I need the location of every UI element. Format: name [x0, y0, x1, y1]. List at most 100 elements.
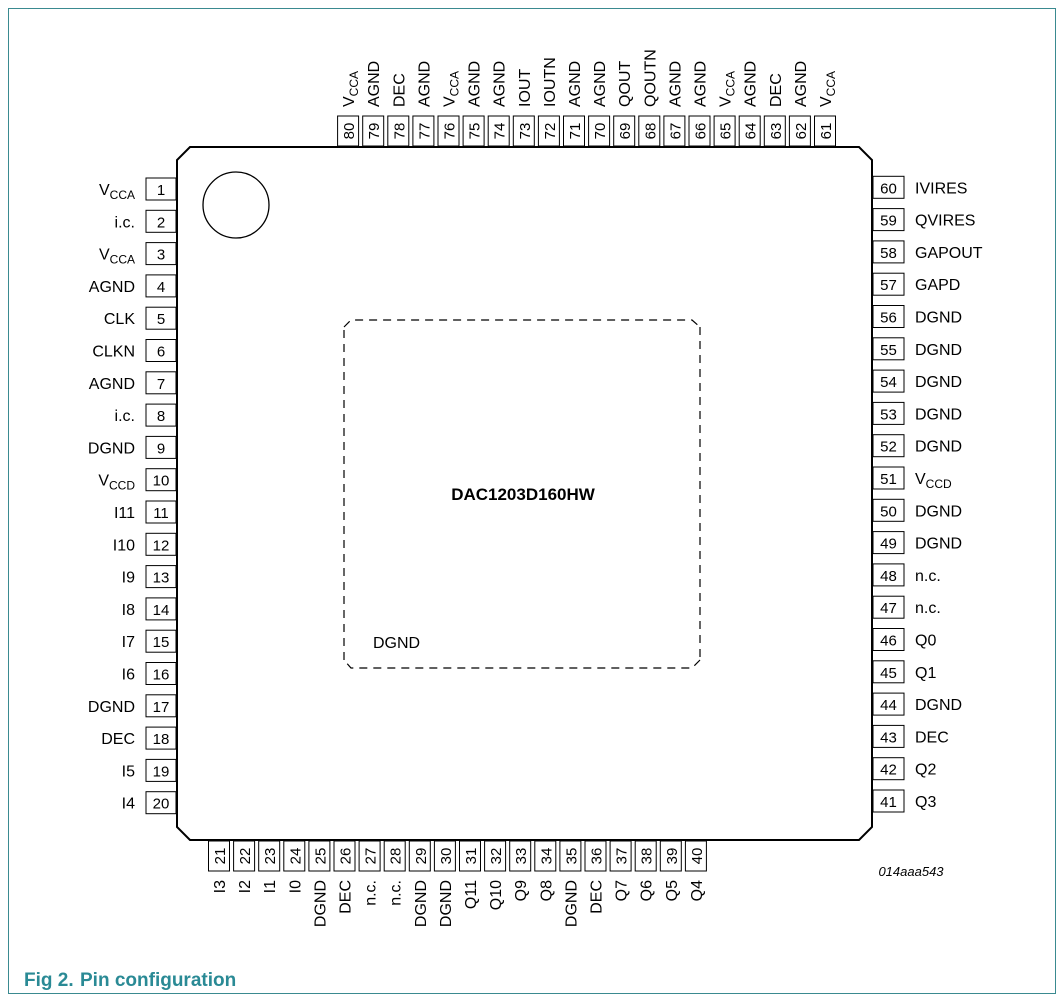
pin-box [872, 724, 905, 748]
pin-name-subscript: CCA [448, 71, 462, 96]
pin-name-subscript: CCA [824, 71, 838, 96]
pin-number: 39 [664, 848, 681, 865]
pin-6: 6 CLKN [92, 339, 177, 362]
pin-number: 43 [880, 729, 897, 746]
pin-number: 21 [212, 848, 229, 865]
pin-name: VCCD [915, 471, 952, 491]
pin-name: DEC [391, 73, 408, 107]
pin-56: 56 DGND [872, 305, 962, 328]
pin-67: 67 AGND [663, 61, 686, 147]
pin-23: 23 I1 [258, 840, 281, 893]
pin-name: QOUT [617, 61, 634, 107]
pin-number: 9 [157, 440, 165, 457]
pin-60: 60 IVIRES [872, 175, 967, 199]
pin-box [537, 115, 560, 147]
pin-box [534, 840, 557, 872]
pin-name: IVIRES [915, 180, 967, 197]
pin-number: 28 [388, 848, 405, 865]
pin-box [308, 840, 331, 872]
pin-name: I5 [122, 763, 135, 780]
pin-number: 41 [880, 794, 897, 811]
pin-1: 1 VCCA [99, 177, 177, 202]
pin-3: 3 VCCA [99, 242, 177, 267]
pin-box [872, 369, 905, 393]
pin-49: 49 DGND [872, 531, 962, 555]
pin-box [872, 531, 905, 555]
pin-68: 68 QOUTN [638, 49, 661, 147]
pin-box [872, 305, 905, 328]
pin-44: 44 DGND [872, 692, 962, 716]
pin-name: n.c. [915, 600, 941, 617]
pin-name: DGND [88, 440, 135, 457]
pin-number: 17 [153, 699, 170, 716]
pin-number: 2 [157, 214, 165, 231]
pin-box [872, 401, 905, 425]
pin-59: 59 QVIRES [872, 208, 975, 232]
pin-62: 62 AGND [788, 61, 811, 147]
chip-name: DAC1203D160HW [451, 485, 596, 504]
pin-name: VCCA [341, 71, 361, 107]
pin-name: Q11 [463, 880, 480, 909]
pin-name: QVIRES [915, 213, 975, 230]
pin-name: DEC [915, 729, 949, 746]
pin-box [814, 115, 836, 147]
pin-number: 46 [880, 633, 897, 650]
pin-48: 48 n.c. [872, 563, 941, 587]
pin-number: 74 [492, 123, 509, 140]
pin-box [145, 791, 177, 815]
pin-name: DGND [438, 880, 455, 927]
pin-61: 61 VCCA [814, 71, 838, 147]
pin-number: 45 [880, 665, 897, 682]
pin-name: DEC [338, 880, 355, 914]
pin-77: 77 AGND [412, 61, 435, 147]
pin-box [145, 629, 177, 653]
pin-box [145, 306, 177, 330]
pin-number: 54 [880, 374, 897, 391]
pin-35: 35 DGND [559, 840, 582, 927]
pin-box [659, 840, 682, 872]
pin-box [337, 115, 360, 147]
pin-31: 31 Q11 [459, 840, 481, 909]
pin-name: Q1 [915, 665, 936, 682]
pin-name: AGND [567, 61, 584, 107]
pin-box [412, 115, 435, 147]
pin-name: I0 [287, 880, 304, 893]
pin-number: 60 [880, 180, 897, 197]
pin-53: 53 DGND [872, 401, 962, 425]
pin-name: I4 [122, 796, 135, 813]
pin-51: 51 VCCD [872, 466, 952, 491]
pin-name: VCCA [99, 182, 135, 202]
pin-name: AGND [793, 61, 810, 107]
pin-number: 12 [153, 537, 170, 554]
pin-box [462, 115, 485, 147]
pin-box [283, 840, 306, 872]
pin-name: I7 [122, 634, 135, 651]
left-pins: 1 VCCA 2 i.c. 3 VCCA 4 AGND 5 CLK 6 CLKN 7 AGND 8 i.c. 9… [88, 177, 177, 815]
pin-number: 64 [743, 123, 760, 140]
pin-14: 14 I8 [122, 597, 177, 621]
pin-number: 16 [153, 667, 170, 684]
pin-number: 79 [366, 123, 383, 140]
pin-box [145, 597, 177, 621]
pin-box [872, 466, 905, 490]
pin-number: 67 [667, 123, 684, 140]
pin-box [713, 115, 736, 147]
pin-name: I6 [122, 667, 135, 684]
pin-name: Q8 [538, 880, 555, 901]
pin-57: 57 GAPD [872, 272, 960, 296]
pin-28: 28 n.c. [383, 840, 406, 906]
pin-box [383, 840, 406, 872]
pin-number: 63 [768, 123, 785, 140]
pin-name: IOUTN [542, 57, 559, 107]
pin-55: 55 DGND [872, 337, 962, 361]
pin-number: 20 [153, 796, 170, 813]
pin-name: i.c. [115, 214, 135, 231]
pin-number: 77 [416, 123, 433, 140]
pin-box [872, 692, 905, 716]
pin-name: IOUT [517, 69, 534, 107]
pin-box [512, 115, 535, 147]
pin-65: 65 VCCA [713, 71, 738, 147]
pin-78: 78 DEC [387, 73, 410, 147]
pin-number: 27 [363, 848, 380, 865]
pin-69: 69 QOUT [613, 61, 636, 147]
